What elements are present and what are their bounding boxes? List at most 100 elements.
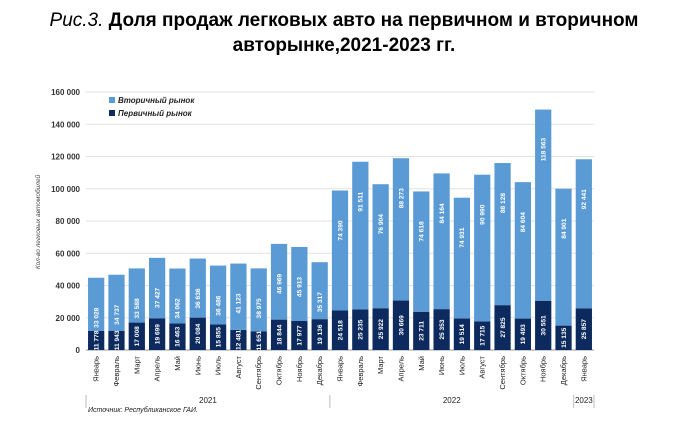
y-tick-label: 120 000 [51,153,80,162]
data-label-primary: 17 977 [297,325,304,346]
y-tick-label: 40 000 [56,282,81,291]
bar-primary [392,300,410,350]
bar-secondary [494,163,511,306]
data-label-secondary: 33 028 [93,307,100,328]
bar-primary [413,311,430,350]
bar-secondary [148,257,166,319]
x-tick-label: Апрель [153,356,162,382]
y-tick-label: 0 [76,346,81,355]
data-label-primary: 11 778 [93,330,100,350]
x-tick-label: Июнь [193,356,202,375]
data-label-secondary: 88 128 [500,193,507,214]
bar-primary [230,329,247,350]
y-axis-ticks: 0 20 000 40 000 60 000 80 000 100 000 120 000 1… [51,88,80,355]
y-tick-label: 60 000 [56,249,81,258]
x-tick-label: Март [376,355,385,374]
bar-secondary [108,274,125,331]
bar-secondary [372,184,389,309]
data-label-primary: 24 518 [337,320,344,341]
bar-secondary [352,161,369,310]
data-label-primary: 12 481 [236,330,243,351]
source-note: Источник: Республиканское ГАИ. [88,406,198,414]
bar-primary [453,318,471,350]
bar-primary [88,331,105,350]
data-label-primary: 16 463 [175,326,182,347]
data-label-secondary: 34 737 [114,304,121,325]
data-label-secondary: 88 273 [398,188,405,209]
bar-secondary [433,173,450,310]
data-label-primary: 27 825 [500,317,507,338]
data-label-secondary: 84 901 [561,218,568,239]
data-label-primary: 19 699 [154,324,161,345]
caption-line-2: авторынке,2021-2023 гг. [232,35,456,56]
bar-secondary [535,109,552,301]
data-label-primary: 15 855 [215,327,222,348]
x-tick-label: Март [132,355,141,374]
data-label-secondary: 74 618 [419,221,426,242]
data-label-secondary: 84 164 [439,203,446,224]
x-axis-ticks: Январь Февраль Март Апрель Май Июнь Июль Август… [92,355,589,389]
x-tick-label: Май [173,356,182,371]
data-label-primary: 18 844 [276,324,283,345]
data-label-primary: 17 008 [134,326,141,347]
bar-primary [535,300,552,350]
bar-secondary [331,190,349,311]
figure-caption: Рис.3. Доля продаж легковых авто на перв… [0,8,688,58]
x-tick-label: Октябрь [518,356,527,385]
legend-label: Первичный рынок [118,109,193,118]
bar-primary [555,325,572,350]
x-tick-label: Ноябрь [295,356,304,382]
x-tick-label: Январь [579,356,588,382]
bar-secondary [270,243,288,320]
data-label-primary: 11 943 [114,330,121,350]
data-label-primary: 19 514 [459,324,466,345]
x-tick-label: Декабрь [559,356,568,385]
bar-secondary [392,158,410,301]
bar-secondary [514,182,532,319]
y-axis-label: Кол-во легковых автомобилей [34,174,42,269]
data-label-primary: 30 669 [398,315,405,336]
legend: Вторичный рынок Первичный рынок [109,96,195,118]
data-label-secondary: 90 990 [480,204,487,225]
bar-secondary [209,265,227,325]
data-label-secondary: 34 062 [175,298,182,319]
bar-primary [128,322,145,350]
data-label-secondary: 36 636 [195,288,202,309]
data-label-primary: 17 715 [480,325,487,346]
data-label-primary: 25 922 [378,319,385,340]
y-tick-label: 160 000 [51,88,80,97]
data-label-secondary: 74 390 [337,220,344,241]
bar-secondary [453,197,471,319]
bar-secondary [169,268,186,324]
bar-primary [169,323,186,350]
data-label-primary: 19 136 [317,324,324,345]
legend-label: Вторичный рынок [118,96,195,105]
x-tick-label: Май [417,356,426,371]
bar-primary [352,309,369,350]
data-label-primary: 25 353 [439,319,446,340]
x-tick-label: Январь [92,356,101,382]
x-tick-label: Февраль [112,356,121,387]
year-axis: 2021 2022 2023 [85,395,595,408]
bar-secondary [575,159,592,309]
data-label-primary: 20 084 [195,323,202,344]
figure-number: Рис.3. [49,10,104,31]
data-label-primary: 23 711 [419,321,426,341]
x-tick-label: Октябрь [275,356,284,385]
year-label: 2021 [199,396,217,405]
y-tick-label: 100 000 [51,185,80,194]
bar-primary [311,319,328,350]
data-label-primary: 19 493 [520,324,527,345]
bar-secondary [250,268,267,332]
x-tick-label: Август [478,355,487,378]
y-tick-label: 80 000 [56,217,81,226]
bar-primary [209,324,227,350]
data-label-secondary: 38 975 [256,298,263,319]
bar-primary [291,321,308,350]
x-tick-label: Ноябрь [539,356,548,382]
bar-primary [189,317,206,350]
data-label-secondary: 91 511 [358,192,365,212]
legend-swatch [109,110,115,116]
data-label-secondary: 36 486 [215,295,222,316]
bar-primary [108,330,125,350]
